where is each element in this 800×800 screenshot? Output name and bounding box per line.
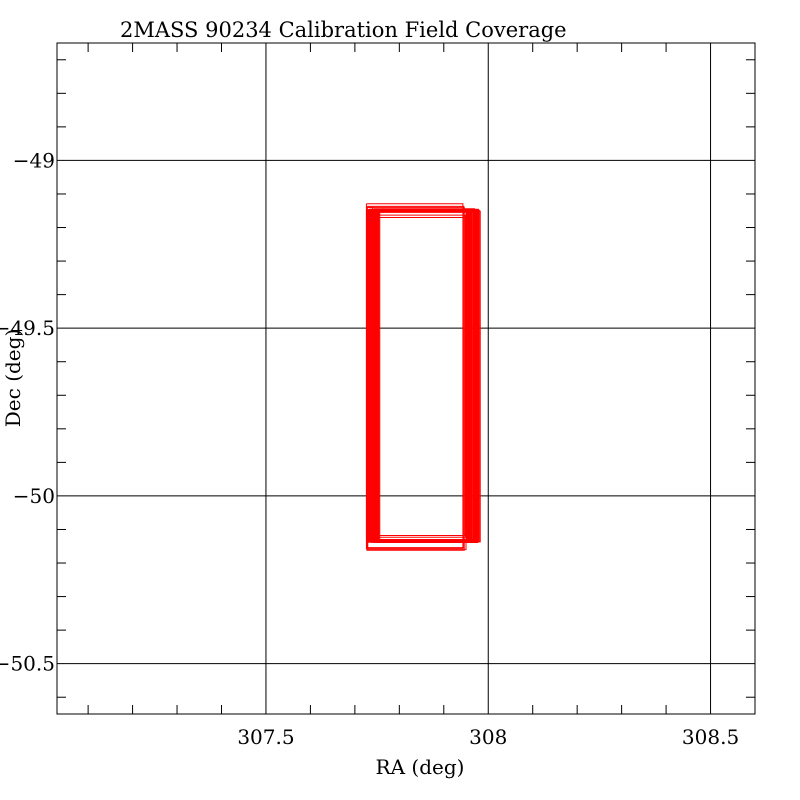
coverage-footprint bbox=[373, 210, 475, 543]
coverage-footprint bbox=[466, 371, 471, 537]
coverage-footprint bbox=[368, 208, 471, 541]
plot-frame bbox=[56, 42, 756, 715]
coverage-footprint bbox=[372, 209, 474, 542]
coverage-footprint bbox=[371, 208, 474, 541]
y-tick-label: −50 bbox=[13, 484, 55, 508]
coverage-footprint bbox=[370, 210, 472, 543]
coverage-footprint bbox=[369, 214, 466, 537]
coverage-footprint bbox=[371, 210, 473, 543]
coverage-footprint bbox=[376, 209, 478, 542]
x-tick-label: 307.5 bbox=[237, 725, 294, 749]
x-axis-label: RA (deg) bbox=[376, 755, 465, 779]
coverage-footprint bbox=[368, 208, 470, 541]
y-tick-label: −49.5 bbox=[0, 316, 55, 340]
coverage-footprints bbox=[365, 203, 481, 551]
coverage-footprint bbox=[365, 209, 467, 542]
coverage-footprint bbox=[372, 209, 475, 542]
coverage-footprint bbox=[367, 211, 467, 551]
y-tick-label: −50.5 bbox=[0, 652, 55, 676]
coverage-footprint bbox=[374, 209, 477, 542]
coverage-footprint bbox=[369, 210, 469, 543]
coverage-footprint bbox=[373, 210, 476, 543]
coverage-footprint bbox=[369, 209, 471, 542]
coverage-footprint bbox=[370, 210, 472, 543]
coverage-footprint bbox=[373, 208, 475, 541]
coverage-footprint bbox=[366, 210, 468, 543]
coverage-footprint bbox=[370, 216, 467, 538]
coverage-footprint bbox=[367, 210, 470, 543]
grid bbox=[57, 43, 755, 714]
coverage-footprint bbox=[374, 209, 476, 542]
coverage-footprint bbox=[375, 209, 477, 542]
coverage-footprint bbox=[369, 209, 471, 542]
y-axis-label: Dec (deg) bbox=[1, 329, 25, 427]
axis-ticks bbox=[57, 43, 756, 714]
coverage-footprint bbox=[366, 206, 374, 372]
coverage-footprint bbox=[377, 208, 479, 541]
coverage-footprint bbox=[366, 206, 465, 551]
x-tick-label: 308 bbox=[469, 725, 507, 749]
coverage-footprint bbox=[372, 381, 375, 541]
tick-labels: 307.5 308 308.5 −49 −49.5 −50 −50.5 bbox=[0, 148, 739, 749]
y-tick-label: −49 bbox=[13, 148, 55, 172]
chart-title: 2MASS 90234 Calibration Field Coverage bbox=[120, 18, 567, 42]
coverage-footprint bbox=[367, 209, 469, 542]
coverage-footprint bbox=[365, 203, 464, 550]
coverage-footprint bbox=[375, 210, 478, 543]
x-tick-label: 308.5 bbox=[682, 725, 739, 749]
coverage-footprint bbox=[366, 209, 468, 542]
